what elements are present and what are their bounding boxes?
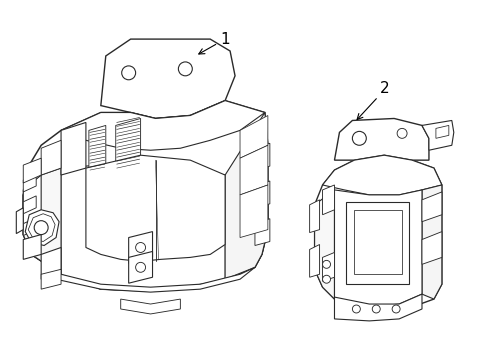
Polygon shape (61, 100, 264, 150)
Polygon shape (346, 202, 408, 284)
Text: 1: 1 (220, 32, 229, 46)
Polygon shape (23, 174, 36, 192)
Circle shape (391, 305, 399, 313)
Polygon shape (322, 252, 334, 281)
Polygon shape (435, 125, 448, 138)
Text: 2: 2 (379, 81, 388, 96)
Circle shape (322, 260, 330, 268)
Polygon shape (421, 121, 453, 150)
Polygon shape (314, 190, 334, 299)
Polygon shape (322, 185, 334, 215)
Circle shape (135, 243, 145, 252)
Polygon shape (56, 267, 254, 292)
Polygon shape (240, 145, 267, 195)
Circle shape (178, 62, 192, 76)
Polygon shape (254, 181, 269, 208)
Polygon shape (309, 200, 319, 233)
Polygon shape (89, 125, 105, 175)
Polygon shape (240, 116, 267, 158)
Polygon shape (23, 235, 41, 260)
Polygon shape (314, 155, 441, 309)
Polygon shape (421, 192, 441, 222)
Polygon shape (254, 143, 269, 170)
Polygon shape (41, 140, 61, 175)
Polygon shape (101, 39, 235, 118)
Polygon shape (334, 294, 421, 321)
Polygon shape (354, 210, 401, 274)
Polygon shape (334, 118, 428, 160)
Circle shape (122, 66, 135, 80)
Polygon shape (309, 244, 319, 277)
Circle shape (396, 129, 406, 138)
Polygon shape (23, 168, 61, 274)
Circle shape (371, 305, 380, 313)
Polygon shape (16, 208, 23, 234)
Polygon shape (86, 155, 224, 261)
Polygon shape (421, 185, 441, 299)
Polygon shape (224, 113, 267, 279)
Polygon shape (334, 190, 421, 307)
Polygon shape (23, 196, 36, 214)
Polygon shape (61, 165, 224, 291)
Circle shape (34, 221, 48, 235)
Polygon shape (240, 185, 267, 238)
Polygon shape (41, 247, 61, 279)
Circle shape (135, 262, 145, 272)
Polygon shape (23, 165, 267, 291)
Circle shape (352, 305, 360, 313)
Polygon shape (23, 100, 267, 291)
Circle shape (322, 275, 330, 283)
Polygon shape (61, 122, 86, 175)
Polygon shape (128, 251, 152, 283)
Polygon shape (23, 158, 41, 183)
Polygon shape (128, 231, 152, 264)
Polygon shape (23, 175, 41, 225)
Polygon shape (254, 219, 269, 246)
Polygon shape (421, 231, 441, 264)
Polygon shape (28, 214, 55, 242)
Polygon shape (23, 218, 36, 235)
Polygon shape (322, 155, 441, 195)
Circle shape (352, 131, 366, 145)
Polygon shape (25, 210, 59, 246)
Polygon shape (41, 269, 61, 289)
Polygon shape (116, 118, 141, 170)
Polygon shape (121, 299, 180, 314)
